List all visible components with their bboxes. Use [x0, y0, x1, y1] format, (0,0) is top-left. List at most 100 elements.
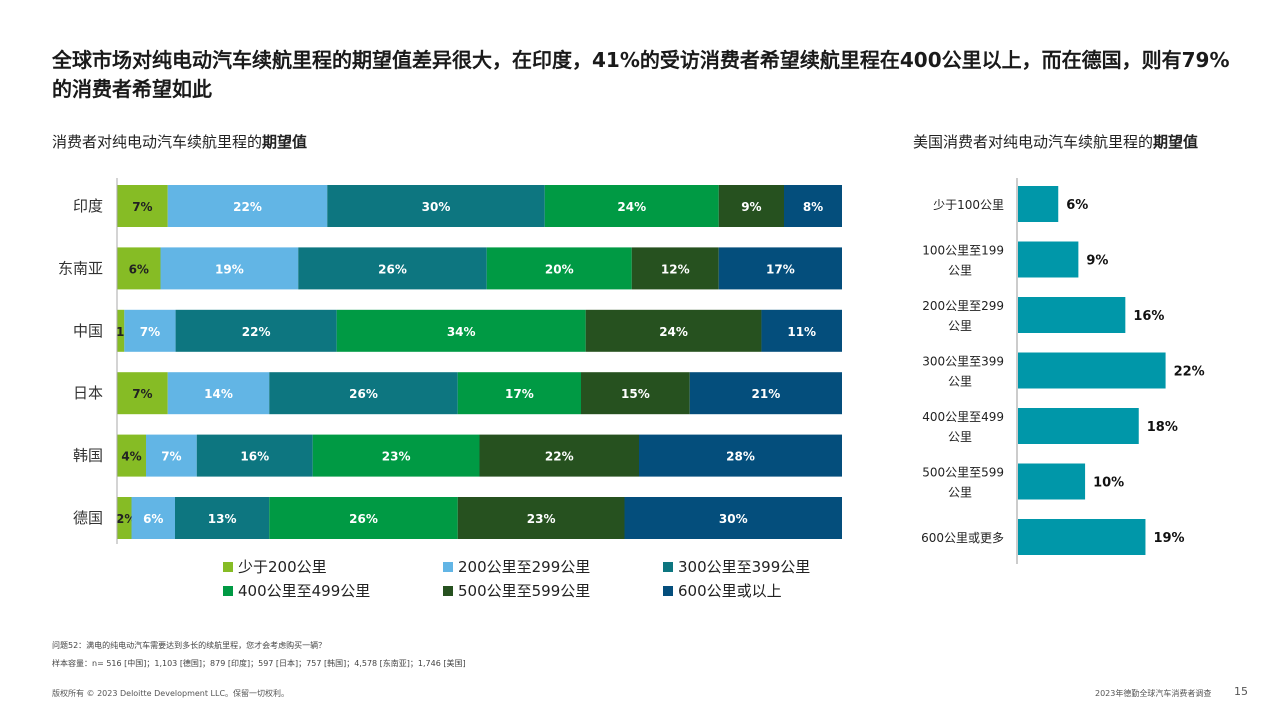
stacked-bar-segment: [269, 372, 458, 415]
stacked-bar-segment: [160, 247, 299, 290]
stacked-bar-segment: [117, 247, 161, 290]
us-bar: [1018, 352, 1166, 389]
legend-label: 400公里至499公里: [238, 582, 371, 600]
stacked-data-label: 6%: [143, 512, 163, 526]
stacked-bar-segment: [117, 434, 146, 477]
stacked-data-label: 22%: [242, 325, 271, 339]
stacked-data-label: 34%: [447, 325, 476, 339]
us-data-label: 19%: [1153, 531, 1184, 546]
stacked-data-label: 4%: [121, 450, 141, 464]
stacked-category-label: 东南亚: [58, 259, 103, 277]
legend-swatch: [443, 586, 453, 596]
stacked-data-label: 28%: [726, 450, 755, 464]
stacked-bar-segment: [146, 434, 197, 477]
stacked-bar-segment: [167, 185, 328, 227]
stacked-bar-segment: [585, 309, 762, 352]
us-chart-subtitle-text: 美国消费者对纯电动汽车续航里程的: [913, 133, 1154, 151]
page-number: 15: [1234, 685, 1248, 698]
stacked-chart-subtitle-bold: 期望值: [262, 133, 308, 151]
stacked-bar-segment: [544, 185, 719, 227]
stacked-bar-segment: [196, 434, 313, 477]
us-category-label: 500公里至599: [922, 466, 1004, 480]
sample-size-note: 样本容量：n= 516 [中国]；1,103 [德国]；879 [印度]；597…: [52, 659, 466, 668]
us-category-label: 200公里至299: [922, 299, 1004, 313]
stacked-data-label: 8%: [803, 200, 823, 214]
us-data-label: 16%: [1133, 309, 1164, 324]
us-category-label: 少于100公里: [933, 198, 1004, 212]
stacked-data-label: 26%: [349, 512, 378, 526]
us-data-label: 6%: [1066, 198, 1088, 213]
legend-label: 600公里或以上: [678, 582, 782, 600]
copyright: 版权所有 © 2023 Deloitte Development LLC。保留一…: [52, 689, 290, 698]
stacked-data-label: 13%: [208, 512, 237, 526]
stacked-bar-segment: [124, 309, 176, 352]
stacked-bar-segment: [117, 185, 168, 227]
stacked-data-label: 14%: [204, 387, 233, 401]
question-note: 问题52：满电的纯电动汽车需要达到多长的续航里程，您才会考虑购买一辆？: [52, 641, 327, 650]
stacked-bar-segment: [718, 185, 784, 227]
legend-swatch: [223, 586, 233, 596]
stacked-bar-segment: [117, 372, 168, 415]
us-category-label: 公里: [948, 430, 972, 444]
stacked-bar-segment: [117, 497, 132, 539]
stacked-data-label: 23%: [527, 512, 556, 526]
us-category-label: 公里: [948, 319, 972, 333]
stacked-data-label: 30%: [719, 512, 748, 526]
stacked-bar-segment: [631, 247, 719, 290]
stacked-bar-segment: [175, 497, 270, 539]
stacked-data-label: 26%: [349, 387, 378, 401]
us-bar: [1018, 519, 1146, 555]
stacked-data-label: 6%: [129, 262, 149, 276]
us-bar: [1018, 297, 1126, 333]
stacked-bar-segment: [784, 185, 842, 227]
stacked-bar-segment: [581, 372, 690, 415]
stacked-bar-segment: [131, 497, 175, 539]
legend-swatch: [663, 562, 673, 572]
stacked-data-label: 17%: [505, 387, 534, 401]
stacked-bar-segment: [167, 372, 270, 415]
stacked-chart-subtitle: 消费者对纯电动汽车续航里程的期望值: [52, 131, 307, 152]
us-bar: [1018, 463, 1086, 500]
stacked-data-label: 24%: [617, 200, 646, 214]
stacked-bar-segment: [624, 497, 842, 539]
stacked-category-label: 中国: [73, 322, 103, 340]
us-category-label: 600公里或更多: [921, 531, 1004, 545]
stacked-data-label: 2%: [116, 512, 136, 526]
legend-label: 300公里至399公里: [678, 558, 811, 576]
stacked-data-label: 26%: [378, 262, 407, 276]
stacked-category-label: 日本: [73, 384, 103, 402]
page-title: 全球市场对纯电动汽车续航里程的期望值差异很大，在印度，41%的受访消费者希望续航…: [52, 48, 1230, 101]
stacked-data-label: 7%: [161, 450, 181, 464]
report-name: 2023年德勤全球汽车消费者调查: [1095, 689, 1212, 698]
legend-label: 少于200公里: [238, 558, 327, 576]
stacked-data-label: 15%: [621, 387, 650, 401]
stacked-data-label: 19%: [215, 262, 244, 276]
us-category-label: 公里: [948, 375, 972, 389]
stacked-bar-segment: [269, 497, 458, 539]
us-data-label: 10%: [1093, 476, 1124, 491]
stacked-data-label: 22%: [233, 200, 262, 214]
stacked-data-label: 20%: [545, 262, 574, 276]
stacked-data-label: 7%: [140, 325, 160, 339]
us-bar: [1018, 408, 1139, 444]
legend-label: 500公里至599公里: [458, 582, 591, 600]
stacked-data-label: 17%: [766, 262, 795, 276]
stacked-data-label: 7%: [132, 387, 152, 401]
us-data-label: 18%: [1147, 420, 1178, 435]
us-category-label: 400公里至499: [922, 410, 1004, 424]
us-chart-subtitle: 美国消费者对纯电动汽车续航里程的期望值: [913, 131, 1198, 152]
legend-item: 200公里至299公里: [443, 556, 590, 577]
stacked-data-label: 23%: [382, 450, 411, 464]
stacked-bar-segment: [486, 247, 632, 290]
us-category-label: 公里: [948, 486, 972, 500]
us-category-label: 公里: [948, 264, 972, 278]
stacked-data-label: 21%: [752, 387, 781, 401]
stacked-bar-segment: [175, 309, 337, 352]
us-data-label: 22%: [1174, 365, 1205, 380]
stacked-data-label: 24%: [659, 325, 688, 339]
us-bar: [1018, 241, 1079, 278]
legend-swatch: [223, 562, 233, 572]
stacked-category-label: 印度: [73, 197, 103, 215]
legend-swatch: [443, 562, 453, 572]
stacked-data-label: 22%: [545, 450, 574, 464]
